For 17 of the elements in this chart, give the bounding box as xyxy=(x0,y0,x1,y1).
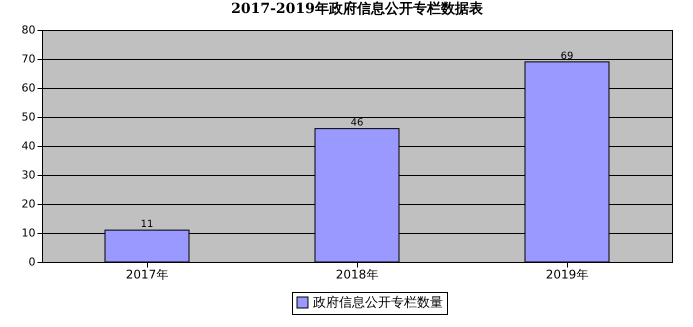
data-label: 46 xyxy=(350,118,364,129)
y-tick-label: 80 xyxy=(22,24,36,36)
legend-label: 政府信息公开专栏数量 xyxy=(313,294,443,310)
x-tick-label: 2019年 xyxy=(546,268,588,282)
x-tick-label: 2017年 xyxy=(126,268,168,282)
y-tick-label: 60 xyxy=(22,82,36,94)
y-tick-label: 20 xyxy=(22,198,36,210)
y-tick-label: 70 xyxy=(22,52,36,66)
y-tick-label: 0 xyxy=(28,256,36,268)
data-label: 69 xyxy=(560,50,574,62)
y-tick-label: 40 xyxy=(22,140,36,152)
y-tick-label: 10 xyxy=(22,226,36,240)
x-tick-label: 2018年 xyxy=(336,268,378,282)
data-label: 11 xyxy=(140,219,154,230)
y-tick-label: 50 xyxy=(22,110,36,124)
chart-title: 2017-2019年政府信息公开专栏数据表 xyxy=(231,0,484,17)
y-tick-label: 30 xyxy=(22,168,36,182)
